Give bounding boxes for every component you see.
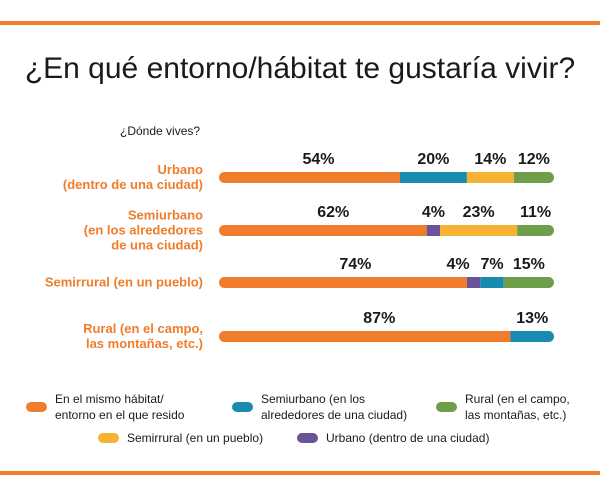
value-label: 87% (363, 310, 395, 327)
legend-label: Rural (en el campo, (465, 392, 570, 406)
bar-segment (480, 277, 504, 288)
bar-segment (219, 172, 400, 183)
legend-label: las montañas, etc.) (465, 408, 566, 422)
legend-label: alrededores de una ciudad) (261, 408, 407, 422)
bar-segment (440, 225, 518, 236)
value-label: 14% (474, 151, 506, 168)
bar-segment (510, 331, 554, 342)
category-label: (en los alrededores (84, 223, 203, 238)
category-label: Semiurbano (128, 208, 203, 223)
category-label: Urbano (158, 162, 204, 177)
value-label: 13% (516, 310, 548, 327)
bar-segment (466, 277, 481, 288)
bottom-rule (0, 471, 600, 475)
category-label: las montañas, etc.) (86, 336, 203, 351)
legend-label: Semirrural (en un pueblo) (127, 431, 263, 445)
value-label: 23% (463, 204, 495, 221)
value-label: 12% (518, 151, 550, 168)
value-label: 11% (520, 204, 551, 221)
value-label: 4% (422, 204, 445, 221)
chart-subtitle: ¿Dónde vives? (120, 124, 201, 138)
bar-segment (219, 225, 427, 236)
legend-swatch (232, 402, 253, 412)
value-label: 15% (513, 256, 545, 273)
bar-segment (466, 172, 514, 183)
bar-segment (219, 331, 511, 342)
category-label: Semirrural (en un pueblo) (45, 275, 203, 290)
bar-segment (517, 225, 554, 236)
legend-label: entorno en el que resido (55, 408, 185, 422)
value-label: 4% (446, 256, 469, 273)
bar-segment (426, 225, 441, 236)
value-label: 54% (302, 151, 334, 168)
bar-segment (513, 172, 554, 183)
legend-swatch (297, 433, 318, 443)
category-label: Rural (en el campo, (83, 321, 203, 336)
value-label: 20% (417, 151, 449, 168)
value-label: 74% (339, 256, 371, 273)
legend-swatch (98, 433, 119, 443)
bar-segment (219, 277, 467, 288)
legend-label: En el mismo hábitat/ (55, 392, 164, 406)
legend-swatch (26, 402, 47, 412)
category-label: (dentro de una ciudad) (63, 177, 203, 192)
top-rule (0, 21, 600, 25)
page-title: ¿En qué entorno/hábitat te gustaría vivi… (24, 52, 576, 85)
bar-segment (503, 277, 554, 288)
value-label: 62% (317, 204, 349, 221)
legend-label: Semiurbano (en los (261, 392, 365, 406)
value-label: 7% (480, 256, 503, 273)
bar-segment (399, 172, 467, 183)
legend-swatch (436, 402, 457, 412)
category-label: de una ciudad) (111, 238, 203, 253)
legend-label: Urbano (dentro de una ciudad) (326, 431, 489, 445)
